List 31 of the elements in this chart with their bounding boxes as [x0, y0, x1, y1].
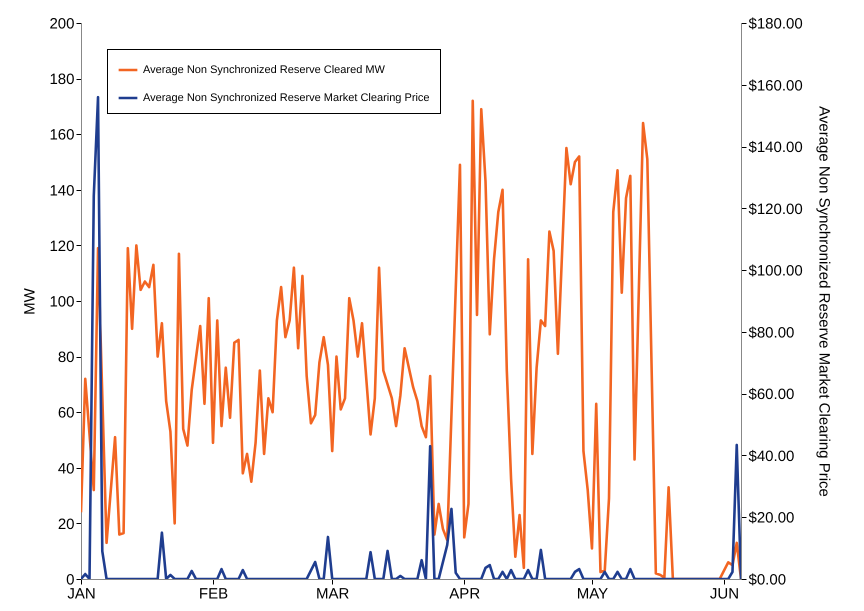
- y-tick-label: 60: [58, 404, 74, 422]
- y-tick-label: 120: [49, 238, 74, 255]
- y2-tick-label: $80.00: [748, 324, 794, 342]
- y2-tick-label: $60.00: [748, 386, 794, 404]
- y2-tick-label: $160.00: [748, 77, 803, 94]
- x-tick-label: MAR: [316, 586, 350, 602]
- y2-axis-title: Average Non Synchronized Reserve Market Clearing Price: [816, 106, 833, 497]
- y-tick-label: 140: [49, 182, 74, 200]
- x-tick-label: JUN: [710, 586, 740, 602]
- y2-tick-label: $100.00: [748, 262, 803, 280]
- y-tick-label: 40: [58, 460, 74, 478]
- legend-label: Average Non Synchronized Reserve Cleared MW: [143, 64, 386, 76]
- y-tick-label: 0: [66, 572, 74, 588]
- legend-label: Average Non Synchronized Reserve Market Clearing Price: [143, 92, 430, 104]
- y2-tick-label: $120.00: [748, 200, 803, 218]
- x-tick-label: APR: [449, 586, 480, 602]
- x-tick-label: MAY: [576, 586, 608, 602]
- y-tick-label: 100: [49, 294, 74, 310]
- y-tick-label: 20: [58, 516, 74, 533]
- x-tick-label: FEB: [198, 586, 228, 602]
- y-tick-label: 180: [49, 71, 74, 88]
- y2-tick-label: $20.00: [748, 510, 794, 527]
- y-tick-label: 160: [49, 126, 74, 144]
- y-axis-title: MW: [21, 287, 38, 315]
- y-tick-label: 80: [58, 349, 74, 366]
- y2-tick-label: $140.00: [748, 139, 803, 156]
- y2-tick-label: $0.00: [748, 572, 786, 588]
- y-tick-label: 200: [49, 16, 74, 32]
- y2-tick-label: $180.00: [748, 16, 803, 32]
- x-tick-label: JAN: [67, 586, 96, 602]
- y2-tick-label: $40.00: [748, 448, 794, 465]
